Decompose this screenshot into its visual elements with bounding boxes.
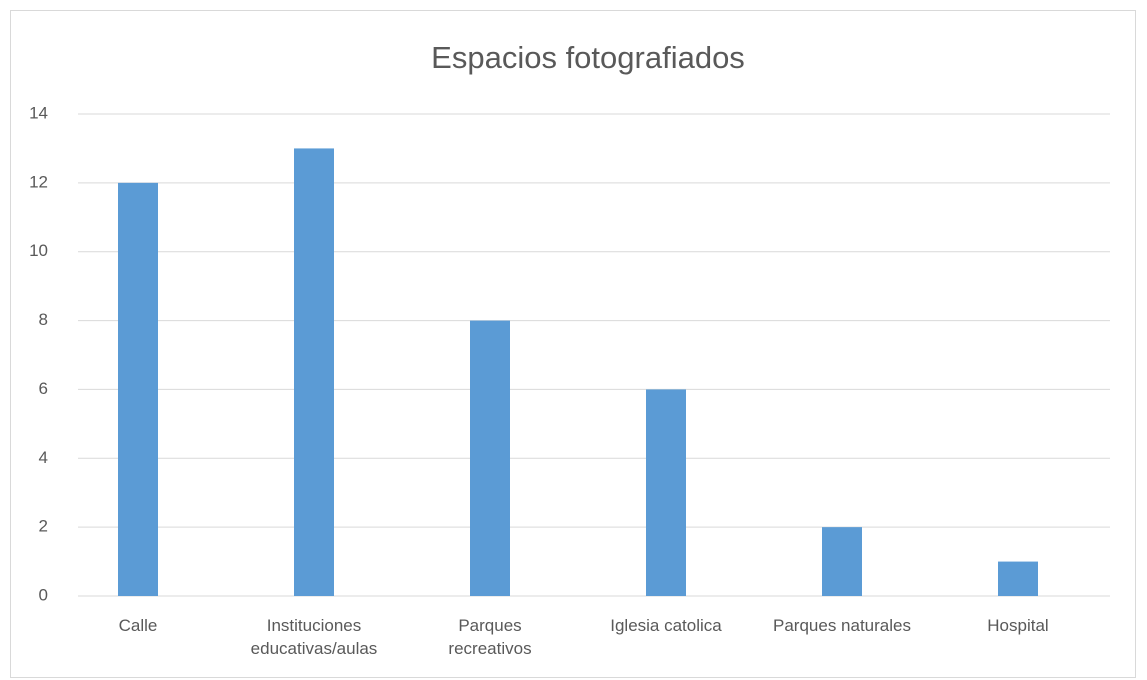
y-tick-label: 14 [29, 103, 48, 122]
x-tick-label: Iglesia catolica [610, 616, 722, 635]
y-tick-label: 4 [39, 448, 48, 467]
chart-border [10, 10, 1136, 678]
bar [998, 561, 1038, 596]
chart-title: Espacios fotografiados [431, 40, 745, 75]
y-tick-label: 6 [39, 379, 48, 398]
bar [294, 148, 334, 596]
bar [118, 182, 158, 596]
y-tick-label: 0 [39, 585, 48, 604]
x-tick-label: Hospital [987, 616, 1049, 635]
bar [822, 527, 862, 596]
y-tick-label: 2 [39, 517, 48, 536]
y-tick-label: 8 [39, 310, 48, 329]
x-tick-label: Parques naturales [773, 616, 911, 635]
y-tick-label: 12 [29, 172, 48, 191]
bar [470, 320, 510, 596]
bar [646, 389, 686, 596]
x-tick-label: Parques recreativos [448, 616, 532, 658]
y-tick-label: 10 [29, 241, 48, 260]
x-tick-label: Instituciones educativas/aulas [250, 616, 378, 658]
x-tick-label: Calle [118, 616, 158, 635]
